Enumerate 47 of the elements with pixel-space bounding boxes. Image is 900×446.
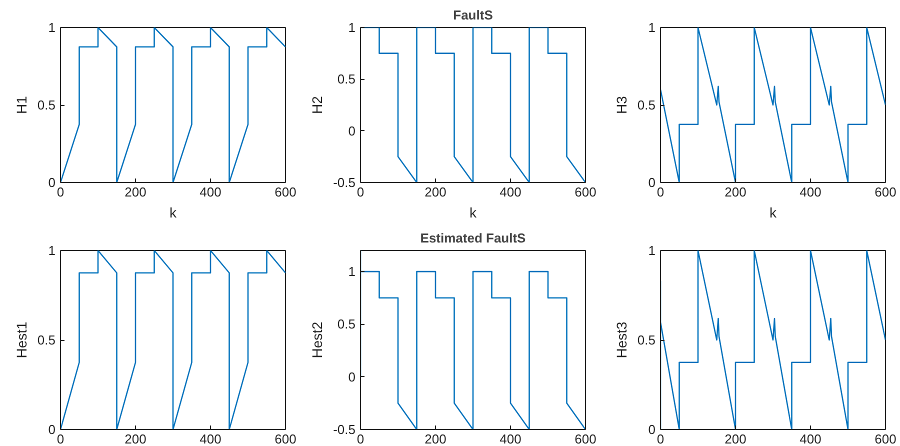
y-axis-title: Hest1 — [13, 322, 30, 358]
y-axis-title: Hest2 — [309, 322, 326, 358]
y-tick-label: 0 — [348, 369, 356, 384]
x-tick-label: 400 — [800, 432, 822, 446]
y-tick-label: -0.5 — [333, 422, 356, 437]
chart-title: FaultS — [453, 8, 494, 22]
x-tick-label: 400 — [200, 184, 222, 200]
x-tick-label: 600 — [874, 184, 896, 200]
y-axis-title: H2 — [309, 96, 326, 114]
y-tick-label: 0.5 — [337, 316, 356, 332]
x-tick-label: 600 — [274, 432, 296, 446]
y-tick-label: 0.5 — [637, 98, 656, 112]
x-tick-label: 400 — [800, 184, 822, 200]
y-tick-label: 0 — [648, 175, 656, 190]
x-axis-title: k — [770, 204, 778, 220]
y-tick-label: 1 — [648, 243, 656, 258]
chart-title: Estimated FaultS — [420, 230, 526, 246]
y-axis-title: H3 — [613, 96, 630, 114]
x-axis-title: k — [170, 204, 178, 220]
x-tick-label: 200 — [424, 432, 446, 446]
x-tick-label: 200 — [124, 184, 146, 200]
y-tick-label: 1 — [348, 20, 356, 35]
x-tick-label: 200 — [724, 432, 746, 446]
y-tick-label: -0.5 — [333, 175, 356, 190]
x-tick-label: 400 — [200, 432, 222, 446]
x-tick-label: 600 — [574, 184, 596, 200]
x-tick-label: 400 — [500, 184, 522, 200]
y-tick-label: 0.5 — [37, 98, 56, 112]
x-tick-label: 600 — [874, 432, 896, 446]
y-tick-label: 1 — [48, 243, 56, 258]
y-axis-title: Hest3 — [613, 322, 630, 358]
x-axis-title: k — [470, 204, 478, 220]
y-tick-label: 0.5 — [637, 332, 656, 348]
y-tick-label: 0.5 — [337, 72, 356, 87]
x-tick-label: 400 — [500, 432, 522, 446]
x-tick-label: 600 — [574, 432, 596, 446]
x-tick-label: 200 — [124, 432, 146, 446]
x-tick-label: 200 — [424, 184, 446, 200]
y-axis-title: H1 — [13, 96, 30, 114]
y-tick-label: 0 — [348, 123, 356, 138]
y-tick-label: 0.5 — [37, 332, 56, 348]
y-tick-label: 1 — [348, 264, 356, 280]
x-tick-label: 600 — [274, 184, 296, 200]
y-tick-label: 0 — [48, 175, 56, 190]
y-tick-label: 1 — [648, 20, 656, 35]
y-tick-label: 1 — [48, 20, 56, 35]
x-tick-label: 200 — [724, 184, 746, 200]
